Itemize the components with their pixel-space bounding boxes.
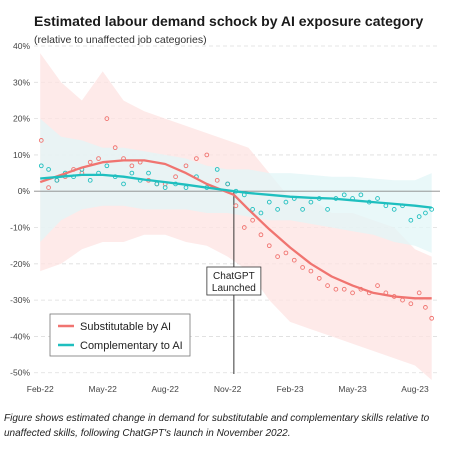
data-point-complementary — [416, 214, 422, 219]
x-tick-label: May-23 — [338, 384, 367, 394]
data-point-complementary — [275, 207, 280, 212]
data-point-substitutable — [350, 290, 355, 296]
data-point-substitutable — [375, 283, 380, 288]
confidence-band-complementary — [40, 118, 432, 253]
chart-title: Estimated labour demand schock by AI exp… — [34, 13, 424, 29]
data-point-substitutable — [423, 305, 428, 310]
data-point-complementary — [266, 199, 272, 205]
data-point-complementary — [87, 177, 93, 183]
confidence-bands — [40, 53, 432, 381]
data-point-complementary — [129, 170, 135, 176]
trend-lines — [39, 159, 432, 300]
x-tick-label: Aug-23 — [401, 384, 429, 394]
data-point-substitutable — [129, 163, 135, 169]
data-point-substitutable — [325, 283, 330, 288]
data-point-complementary — [214, 167, 220, 172]
data-point-substitutable — [408, 301, 414, 307]
data-point-substitutable — [291, 257, 297, 263]
data-point-substitutable — [104, 116, 110, 121]
data-point-substitutable — [341, 286, 347, 292]
data-point-substitutable — [283, 250, 289, 256]
x-tick-label: Nov-22 — [214, 384, 242, 394]
x-tick-label: Aug-22 — [151, 384, 179, 394]
data-point-substitutable — [38, 138, 44, 143]
data-point-complementary — [38, 163, 44, 169]
legend-label-substitutable: Substitutable by AI — [80, 321, 171, 333]
data-point-substitutable — [194, 156, 199, 161]
data-point-substitutable — [416, 290, 422, 296]
figure-caption: Figure shows estimated change in demand … — [4, 413, 430, 439]
data-point-substitutable — [87, 159, 93, 165]
y-tick-label: 30% — [13, 77, 30, 87]
y-tick-label: -40% — [10, 331, 30, 341]
y-tick-label: -20% — [10, 259, 30, 269]
data-point-substitutable — [112, 145, 118, 151]
data-point-substitutable — [258, 232, 264, 238]
data-point-substitutable — [266, 243, 272, 249]
data-point-complementary — [300, 207, 305, 212]
y-tick-label: 20% — [13, 114, 30, 124]
x-tick-label: Feb-22 — [27, 384, 54, 394]
trend-line-substitutable — [39, 159, 432, 300]
data-point-complementary — [375, 196, 380, 201]
y-tick-label: 0% — [18, 186, 31, 196]
data-point-substitutable — [214, 177, 220, 183]
legend-label-complementary: Complementary to AI — [80, 340, 183, 352]
annotation-box — [206, 266, 262, 296]
data-point-complementary — [308, 199, 314, 205]
y-axis-ticks: 40% 30% 20% 10% 0% -10% -20% -30% -40% -50% — [10, 41, 30, 378]
data-point-complementary — [391, 207, 397, 212]
data-point-complementary — [258, 210, 264, 216]
data-point-complementary — [104, 163, 110, 169]
data-point-complementary — [358, 192, 364, 198]
data-point-complementary — [46, 167, 51, 172]
x-axis-ticks: Feb-22 May-22 Aug-22 Nov-22 Feb-23 May-23 Aug-… — [27, 384, 429, 394]
data-point-substitutable — [241, 225, 247, 230]
y-tick-label: 40% — [13, 41, 30, 51]
data-point-substitutable — [308, 268, 314, 274]
x-tick-label: Feb-23 — [277, 384, 304, 394]
data-point-complementary — [225, 181, 230, 187]
data-point-complementary — [325, 207, 330, 212]
y-tick-label: -10% — [10, 223, 30, 233]
data-point-complementary — [146, 170, 151, 176]
legend: Substitutable by AI Complementary to AI — [49, 313, 191, 357]
data-point-complementary — [121, 181, 126, 187]
annotation-label-line1: ChatGPT — [213, 271, 255, 282]
data-point-substitutable — [183, 163, 189, 169]
data-point-complementary — [54, 177, 60, 183]
data-point-complementary — [408, 217, 414, 223]
data-point-substitutable — [173, 174, 178, 180]
data-point-complementary — [283, 199, 289, 205]
trend-line-complementary — [40, 173, 432, 209]
data-point-substitutable — [46, 185, 51, 190]
data-point-substitutable — [429, 315, 435, 321]
annotation-label-line2: Launched — [212, 283, 256, 294]
data-point-substitutable — [250, 217, 255, 223]
data-point-complementary — [341, 192, 347, 198]
x-tick-label: May-22 — [89, 384, 118, 394]
data-point-complementary — [423, 210, 428, 216]
data-point-substitutable — [316, 275, 322, 281]
y-tick-label: 10% — [13, 150, 30, 160]
annotation-chatgpt: ChatGPT Launched — [206, 266, 262, 296]
data-point-substitutable — [275, 254, 280, 259]
data-point-substitutable — [300, 265, 305, 270]
data-point-substitutable — [233, 203, 239, 209]
y-tick-label: -50% — [10, 368, 30, 378]
data-point-substitutable — [333, 286, 339, 292]
data-point-substitutable — [96, 156, 101, 161]
y-tick-label: -30% — [10, 295, 30, 305]
legend-box — [49, 313, 191, 357]
data-point-complementary — [162, 185, 168, 190]
data-point-substitutable — [204, 152, 210, 158]
chart-subtitle: (relative to unaffected job categories) — [34, 34, 207, 46]
chart-plot: 40% 30% 20% 10% 0% -10% -20% -30% -40% -50% Feb-2… — [10, 41, 440, 394]
data-point-complementary — [250, 207, 255, 212]
confidence-band-substitutable — [40, 53, 432, 381]
